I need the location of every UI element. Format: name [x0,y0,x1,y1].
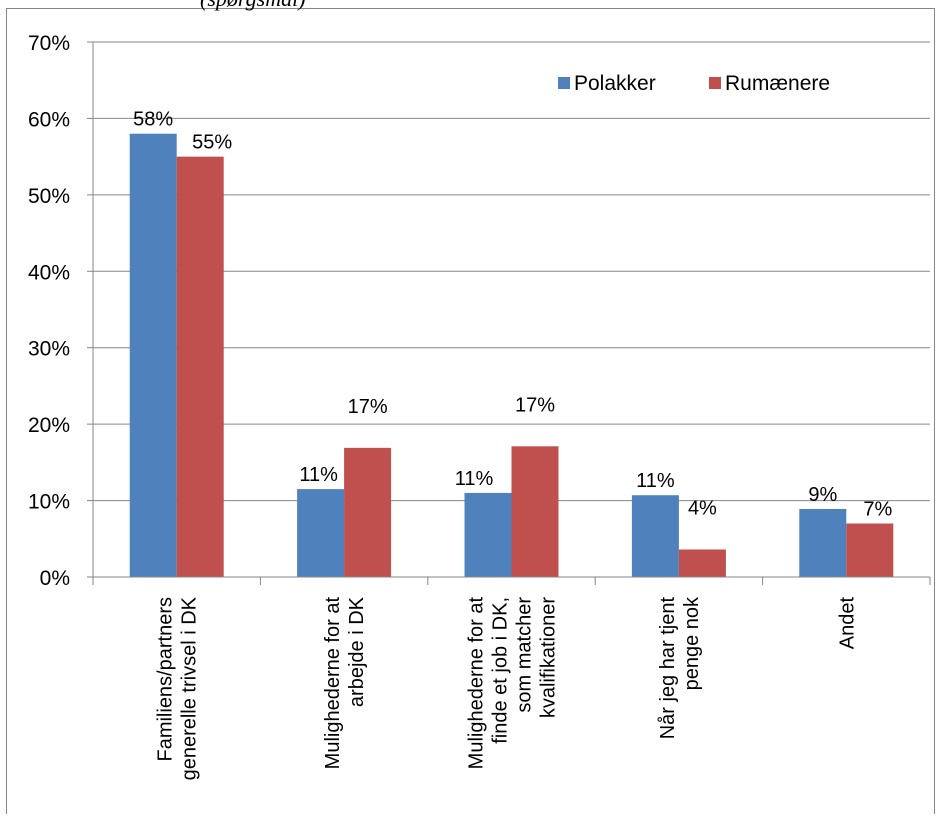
bar-rumaenere [846,523,894,577]
legend-label: Rumænere [725,72,830,95]
chart-border [6,8,935,819]
y-axis: 0% 10% 20% 30% 40% 50% 60% 70% [28,32,94,590]
bar-rumaenere [176,156,224,577]
category-label-line: generelle trivsel i DK [179,596,201,780]
category-label-line: arbejde i DK [346,596,368,707]
gridlines [93,41,930,502]
data-label: 11% [455,468,494,490]
bar-polakker [799,508,847,577]
legend-swatch [558,77,570,89]
x-axis: Familiens/partners generelle trivsel i DK… [92,576,931,780]
y-tick-label: 50% [28,185,70,208]
category-label-line: Andet [836,597,858,650]
category-label-line: Når jeg har tjent [657,597,679,740]
data-label: 7% [863,499,892,521]
data-label: 17% [515,394,555,416]
category-label: Når jeg har tjent penge nok [657,596,703,739]
category-label: Andet [836,597,858,650]
chart-title-cropped: (spørgsmål) [200,0,306,12]
bar-rumaenere [344,447,392,577]
category-label-line: Mulighederne for at [466,597,488,770]
data-label: 9% [808,484,837,506]
category-label-line: som matcher [514,597,536,713]
legend-label: Polakker [574,72,656,95]
legend: Polakker Rumænere [558,72,830,95]
y-tick-label: 60% [28,108,70,131]
category-label-line: Mulighederne for at [322,597,344,770]
category-label-line: penge nok [681,596,703,690]
legend-swatch [709,77,721,89]
bar-polakker [297,489,345,577]
category-label-line: Familiens/partners [155,597,177,762]
data-label: 11% [299,464,338,486]
y-tick-label: 10% [28,491,70,514]
category-label-line: finde et job i DK, [490,597,512,744]
bar-polakker [631,495,679,577]
data-label: 17% [348,396,388,418]
y-tick-label: 20% [28,414,70,437]
data-label: 58% [133,109,173,131]
category-label: Mulighederne for at finde et job i DK, som… [466,597,560,770]
data-labels: 58% 55% 11% 17% 11% 17% 11% 4% 9% 7% [133,109,892,521]
y-tick-label: 70% [28,32,70,55]
bar-rumaenere [511,446,559,577]
category-label: Familiens/partners generelle trivsel i DK [155,596,201,780]
category-label-line: kvalifikationer [538,597,560,719]
data-label: 55% [192,132,232,154]
bars [129,133,894,577]
bar-rumaenere [678,549,726,577]
bar-polakker [464,492,512,577]
y-tick-label: 0% [40,567,70,590]
category-label: Mulighederne for at arbejde i DK [322,596,368,769]
data-label: 11% [636,470,675,492]
data-label: 4% [688,497,717,519]
bar-polakker [129,133,177,577]
y-tick-label: 30% [28,338,70,361]
y-tick-label: 40% [28,261,70,284]
